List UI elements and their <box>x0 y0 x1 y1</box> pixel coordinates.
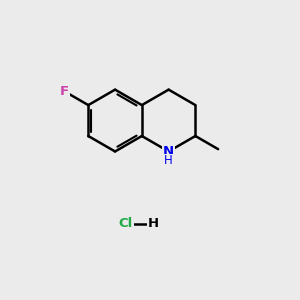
Text: Cl: Cl <box>119 217 133 230</box>
Text: H: H <box>164 154 173 167</box>
Text: F: F <box>60 85 69 98</box>
Text: H: H <box>148 217 159 230</box>
Text: N: N <box>163 145 174 158</box>
